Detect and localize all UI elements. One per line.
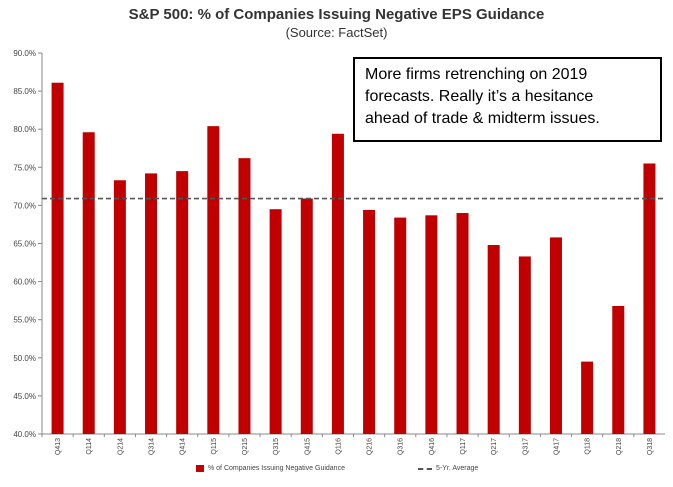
- x-tick-label: Q118: [585, 438, 592, 455]
- bar-q214: [113, 180, 126, 434]
- x-tick-label: Q413: [55, 438, 62, 455]
- x-tick-label: Q315: [273, 438, 280, 455]
- bar-q218: [612, 305, 625, 434]
- chart-title: S&P 500: % of Companies Issuing Negative…: [128, 6, 545, 23]
- legend-average-label: 5-Yr. Average: [436, 465, 479, 472]
- legend-item-average: 5-Yr. Average: [418, 465, 478, 472]
- y-tick-label: 55.0%: [13, 316, 36, 325]
- y-tick-label: 90.0%: [13, 49, 36, 58]
- x-tick-label: Q318: [647, 438, 654, 455]
- x-tick-label: Q217: [491, 438, 498, 455]
- legend-bar-swatch: [196, 465, 204, 472]
- bar-q118: [581, 361, 594, 434]
- x-tick-label: Q415: [304, 438, 311, 455]
- legend-dash-swatch: [418, 467, 432, 470]
- legend: % of Companies Issuing Negative Guidance…: [0, 465, 673, 479]
- x-tick-label: Q116: [335, 438, 342, 455]
- bar-q115: [207, 126, 220, 434]
- y-tick-label: 70.0%: [13, 201, 36, 210]
- bar-q216: [363, 209, 376, 434]
- annotation-callout: More firms retrenching on 2019 forecasts…: [353, 57, 662, 142]
- x-tick-label: Q117: [460, 438, 467, 455]
- y-tick-label: 85.0%: [13, 87, 36, 96]
- legend-bar-label: % of Companies Issuing Negative Guidance: [208, 465, 345, 472]
- x-tick-label: Q115: [211, 438, 218, 455]
- x-tick-label: Q414: [180, 438, 187, 455]
- x-tick-label: Q416: [429, 438, 436, 455]
- x-tick-label: Q417: [553, 438, 560, 455]
- y-tick-label: 80.0%: [13, 125, 36, 134]
- y-tick-label: 50.0%: [13, 354, 36, 363]
- bar-q314: [145, 173, 158, 434]
- bar-q317: [518, 256, 531, 434]
- bar-chart-plot: 40.0% 45.0% 50.0% 55.0% 60.0% 65.0% 70.0% 75.0%…: [13, 49, 665, 455]
- legend-item-bars: % of Companies Issuing Negative Guidance: [196, 465, 345, 472]
- bar-q316: [394, 217, 407, 434]
- x-tick-label: Q215: [242, 438, 249, 455]
- x-tick-label: Q316: [398, 438, 405, 455]
- x-tick-label: Q216: [367, 438, 374, 455]
- x-tick-label: Q214: [117, 438, 124, 455]
- x-tick-label: Q314: [149, 438, 156, 455]
- x-tick-label: Q218: [616, 438, 623, 455]
- bar-q217: [487, 245, 500, 434]
- bar-q318: [643, 163, 656, 435]
- bar-q417: [549, 237, 562, 434]
- y-tick-label: 45.0%: [13, 392, 36, 401]
- bar-q414: [176, 171, 189, 435]
- bar-q215: [238, 158, 251, 434]
- annotation-line-3: ahead of trade & midterm issues.: [365, 110, 600, 127]
- bar-q315: [269, 209, 282, 434]
- y-tick-label: 40.0%: [13, 430, 36, 439]
- y-tick-label: 60.0%: [13, 278, 36, 287]
- annotation-line-2: forecasts. Really it’s a hesitance: [365, 88, 594, 105]
- bar-q415: [300, 198, 313, 434]
- y-tick-label: 65.0%: [13, 240, 36, 249]
- bar-q117: [456, 213, 469, 434]
- annotation-line-1: More firms retrenching on 2019: [365, 66, 588, 83]
- x-tick-label: Q317: [522, 438, 529, 455]
- y-tick-label: 75.0%: [13, 163, 36, 172]
- bar-q116: [331, 133, 344, 434]
- bar-q416: [425, 215, 438, 434]
- x-tick-label: Q114: [86, 438, 93, 455]
- bar-q413: [51, 82, 64, 434]
- bar-q114: [82, 132, 95, 435]
- chart-subtitle: (Source: FactSet): [285, 25, 388, 40]
